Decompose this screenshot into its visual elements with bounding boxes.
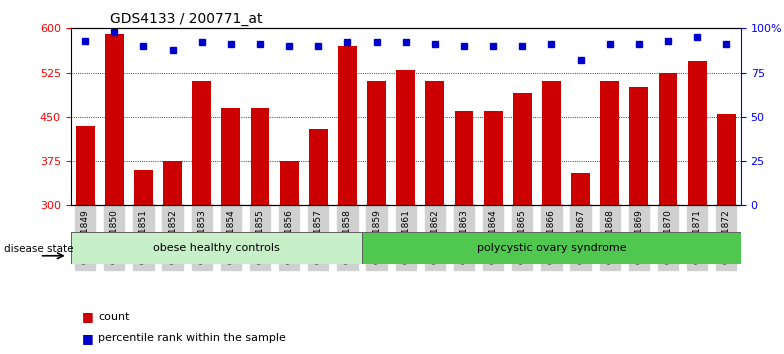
Bar bbox=[542, 81, 561, 205]
Text: obese healthy controls: obese healthy controls bbox=[153, 243, 280, 253]
Bar bbox=[659, 73, 677, 205]
Bar bbox=[71, 232, 362, 264]
Bar bbox=[362, 232, 741, 264]
Bar bbox=[513, 93, 532, 205]
Bar bbox=[601, 81, 619, 205]
Bar bbox=[280, 161, 299, 205]
Text: ■: ■ bbox=[82, 332, 94, 344]
Bar bbox=[163, 161, 182, 205]
Bar bbox=[134, 170, 153, 205]
Text: count: count bbox=[98, 312, 129, 322]
Bar bbox=[688, 61, 706, 205]
Bar bbox=[396, 70, 416, 205]
Bar bbox=[221, 108, 241, 205]
Bar bbox=[309, 129, 328, 205]
Bar bbox=[367, 81, 386, 205]
Text: disease state: disease state bbox=[4, 244, 74, 253]
Bar bbox=[76, 126, 95, 205]
Bar bbox=[426, 81, 445, 205]
Bar bbox=[484, 111, 503, 205]
Text: polycystic ovary syndrome: polycystic ovary syndrome bbox=[477, 243, 626, 253]
Bar bbox=[338, 46, 357, 205]
Text: percentile rank within the sample: percentile rank within the sample bbox=[98, 333, 286, 343]
Text: GDS4133 / 200771_at: GDS4133 / 200771_at bbox=[110, 12, 263, 27]
Bar bbox=[251, 108, 270, 205]
Bar bbox=[192, 81, 211, 205]
Bar bbox=[105, 34, 124, 205]
Bar bbox=[717, 114, 735, 205]
Bar bbox=[571, 173, 590, 205]
Text: ■: ■ bbox=[82, 310, 94, 323]
Bar bbox=[630, 87, 648, 205]
Bar bbox=[455, 111, 474, 205]
